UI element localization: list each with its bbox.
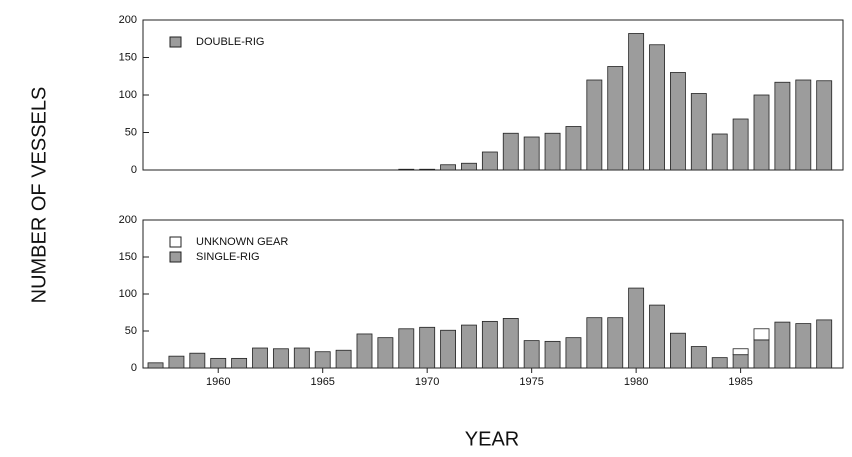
bar [419, 326, 436, 369]
y-tick-label: 0 [131, 164, 137, 176]
bar [628, 287, 645, 369]
bar [419, 168, 436, 171]
bar [440, 329, 456, 369]
bar [690, 93, 707, 171]
bar [314, 351, 331, 369]
x-tick-label: 1975 [519, 376, 543, 388]
y-tick-label: 0 [131, 362, 137, 374]
legend-label: SINGLE-RIG [196, 251, 260, 263]
y-tick-label: 200 [119, 14, 137, 26]
y-axis-label: NUMBER OF VESSELS [28, 87, 50, 304]
bar [502, 132, 519, 171]
bar [607, 66, 624, 171]
bar [670, 72, 686, 171]
bar [753, 94, 770, 171]
y-tick-label: 200 [119, 214, 137, 226]
bar [481, 320, 498, 369]
x-tick-label: 1985 [728, 376, 752, 388]
bar [628, 33, 645, 171]
y-tick-label: 100 [119, 288, 137, 300]
y-tick-label: 150 [119, 51, 137, 63]
bar [690, 346, 707, 369]
bar [732, 354, 749, 369]
legend-label: UNKNOWN GEAR [196, 236, 288, 248]
bar [231, 357, 248, 369]
bar [565, 337, 582, 369]
bar [732, 118, 749, 171]
bar [523, 136, 540, 171]
legend-label: DOUBLE-RIG [196, 36, 264, 48]
bar [753, 328, 770, 341]
bar [461, 324, 477, 369]
legend-swatch [169, 236, 182, 248]
y-tick-label: 50 [125, 126, 137, 138]
bar [335, 349, 352, 369]
bar [523, 340, 540, 369]
bar [795, 323, 812, 369]
bar [461, 162, 477, 171]
bar [711, 357, 728, 369]
bar [377, 337, 394, 369]
bar [753, 339, 770, 369]
bar [272, 348, 289, 369]
bar [774, 81, 791, 171]
bar [649, 304, 665, 369]
bar [816, 80, 833, 171]
x-tick-label: 1980 [624, 376, 648, 388]
bar [586, 79, 603, 171]
bar [816, 319, 833, 369]
x-axis-label: YEAR [465, 428, 519, 450]
legend-swatch [169, 36, 182, 48]
bar [252, 347, 268, 369]
bar [398, 328, 415, 369]
bar [189, 352, 206, 369]
bar [168, 355, 185, 369]
bar [795, 79, 812, 171]
x-tick-label: 1970 [415, 376, 439, 388]
bar [398, 168, 415, 171]
bar [670, 332, 686, 369]
bar [356, 333, 373, 369]
bar [544, 132, 561, 171]
bar [711, 133, 728, 171]
y-tick-label: 50 [125, 325, 137, 337]
bar [607, 317, 624, 369]
y-tick-label: 150 [119, 251, 137, 263]
bar [586, 317, 603, 369]
y-tick-label: 100 [119, 89, 137, 101]
bar [649, 44, 665, 171]
bar [732, 348, 749, 356]
bar [774, 321, 791, 369]
bar [147, 362, 164, 369]
bar [502, 318, 519, 369]
x-tick-label: 1960 [206, 376, 230, 388]
bar [565, 126, 582, 171]
bar [440, 164, 456, 171]
legend-swatch [169, 251, 182, 263]
bar [544, 340, 561, 369]
x-tick-label: 1965 [310, 376, 334, 388]
bar [293, 347, 310, 369]
bar [210, 357, 227, 369]
bar [481, 151, 498, 171]
